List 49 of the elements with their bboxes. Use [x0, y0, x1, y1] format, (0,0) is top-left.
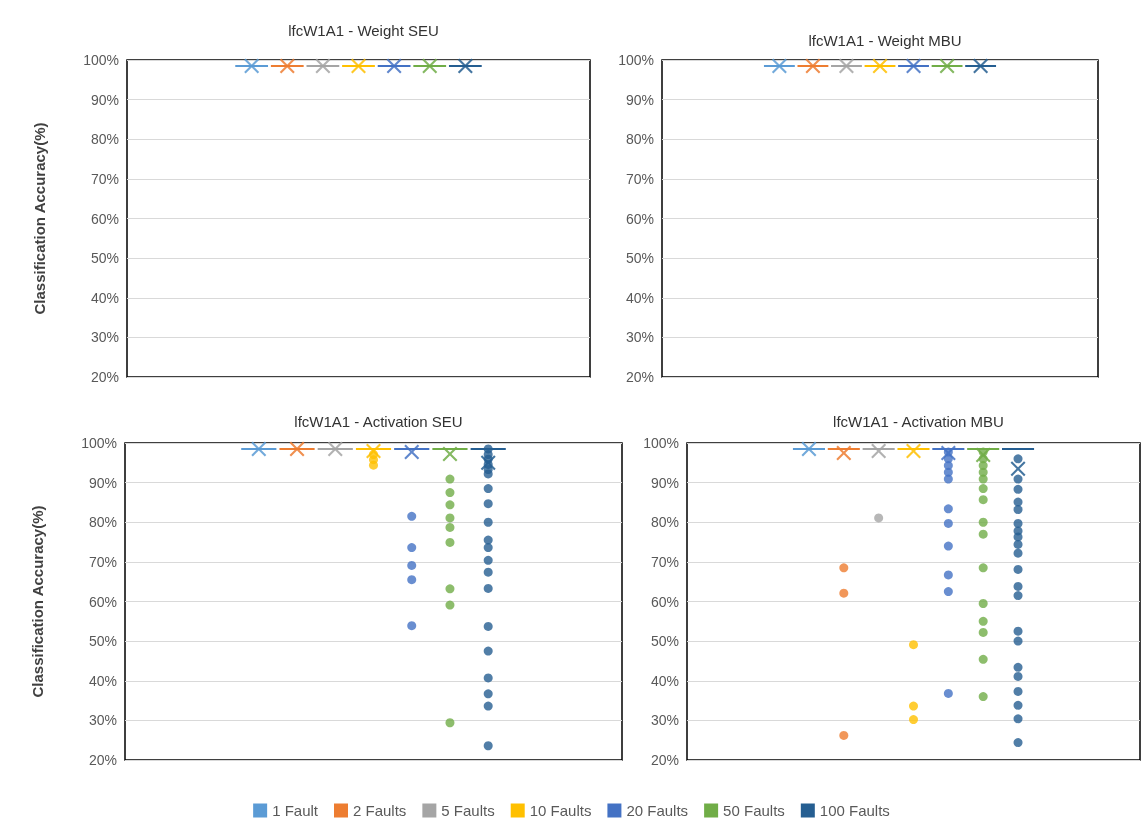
- y-tick-label: 80%: [650, 514, 679, 531]
- y-tick-label: 30%: [88, 712, 117, 729]
- y-tick-label: 60%: [625, 210, 654, 227]
- y-tick-label: 50%: [88, 633, 117, 650]
- y-tick-label: 60%: [650, 593, 679, 610]
- y-tick-label: 70%: [90, 170, 119, 187]
- y-tick-label: 40%: [88, 672, 117, 689]
- chart-title: lfcW1A1 - Weight SEU: [288, 22, 439, 39]
- y-tick-label: 20%: [625, 369, 654, 385]
- y-tick-label: 100%: [83, 52, 119, 68]
- legend-label: 100 Faults: [819, 802, 890, 819]
- y-tick-label: 90%: [650, 474, 679, 491]
- chart-title: lfcW1A1 - Activation SEU: [294, 413, 463, 430]
- y-tick-label: 30%: [650, 712, 679, 729]
- y-tick-label: 80%: [88, 514, 117, 531]
- y-tick-label: 80%: [90, 131, 119, 148]
- y-tick-label: 50%: [625, 250, 654, 267]
- y-axis-title: Classification Accuracy(%): [31, 122, 48, 315]
- y-tick-label: 80%: [625, 131, 654, 148]
- y-tick-label: 90%: [90, 91, 119, 108]
- y-tick-label: 60%: [88, 593, 117, 610]
- chart-title: lfcW1A1 - Activation MBU: [833, 413, 1004, 430]
- y-axis-title: Classification Accuracy(%): [29, 505, 46, 698]
- y-tick-label: 60%: [90, 210, 119, 227]
- legend-label: 5 Faults: [441, 802, 495, 819]
- y-tick-label: 20%: [650, 752, 679, 768]
- y-tick-label: 100%: [618, 52, 654, 68]
- legend-label: 50 Faults: [723, 802, 785, 819]
- legend-label: 10 Faults: [529, 802, 592, 819]
- y-tick-label: 100%: [643, 435, 679, 451]
- y-tick-label: 70%: [625, 170, 654, 187]
- y-tick-label: 40%: [90, 289, 119, 306]
- y-tick-label: 70%: [88, 553, 117, 570]
- legend-label: 1 Fault: [272, 802, 319, 819]
- y-tick-label: 50%: [650, 633, 679, 650]
- y-tick-label: 90%: [88, 474, 117, 491]
- y-tick-label: 40%: [625, 289, 654, 306]
- y-tick-label: 90%: [625, 91, 654, 108]
- y-tick-label: 50%: [90, 250, 119, 267]
- y-tick-label: 20%: [88, 752, 117, 768]
- legend-label: 2 Faults: [353, 802, 407, 819]
- y-tick-label: 30%: [625, 329, 654, 346]
- y-tick-label: 30%: [90, 329, 119, 346]
- y-tick-label: 40%: [650, 672, 679, 689]
- y-tick-label: 20%: [90, 369, 119, 385]
- legend-label: 20 Faults: [626, 802, 689, 819]
- y-tick-label: 70%: [650, 553, 679, 570]
- chart-title: lfcW1A1 - Weight MBU: [808, 32, 962, 49]
- y-tick-label: 100%: [81, 435, 117, 451]
